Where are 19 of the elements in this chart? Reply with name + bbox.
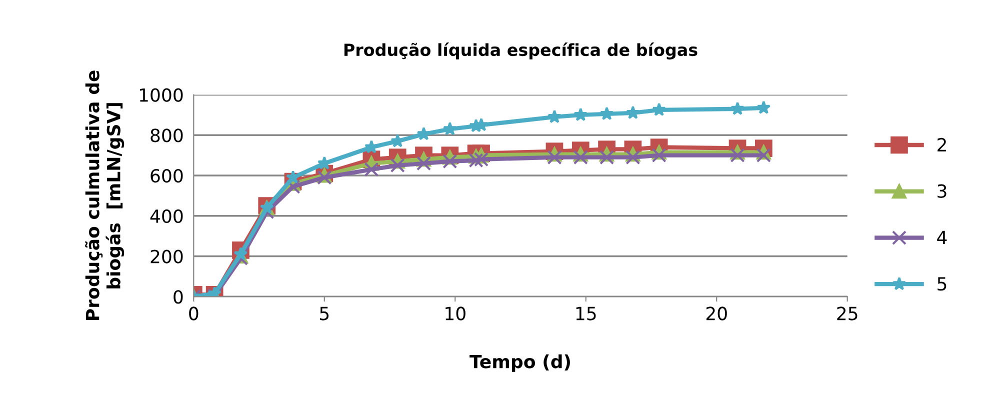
y-tick-label: 600 (150, 168, 183, 183)
x-tick-label: 25 (837, 306, 858, 320)
y-tick-label: 200 (150, 250, 183, 264)
y-axis-title: Produção culmulativa de biogás [mLN/gSV] (85, 70, 124, 320)
x-tick-label: 10 (446, 306, 466, 320)
legend-label: 5 (938, 277, 946, 291)
chart-title: Produção líquida específica de bíogas (344, 42, 698, 60)
x-tick-label: 5 (320, 306, 329, 320)
y-tick-label: 0 (174, 290, 183, 304)
y-tick-label: 800 (150, 128, 183, 142)
x-tick-label: 0 (189, 306, 198, 320)
legend-label: 2 (938, 138, 946, 152)
legend-label: 4 (937, 230, 947, 244)
x-tick-label: 20 (706, 306, 727, 320)
y-tick-label: 400 (150, 209, 183, 224)
legend-label: 3 (938, 184, 946, 198)
x-tick-label: 15 (576, 306, 596, 320)
x-axis-title: Tempo (d) (470, 354, 570, 372)
y-tick-label: 1000 (140, 88, 183, 102)
